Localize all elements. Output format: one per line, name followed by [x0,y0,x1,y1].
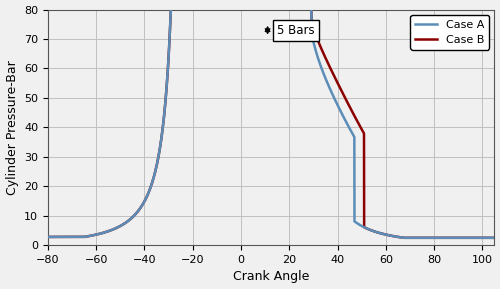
Case B [483,236,489,240]
Text: 5 Bars: 5 Bars [277,24,315,37]
Case A [492,236,498,240]
Case A [122,221,128,225]
Case B [45,235,51,239]
Line: Case A: Case A [48,0,494,238]
Case A [434,236,440,240]
Y-axis label: Cylinder Pressure-Bar: Cylinder Pressure-Bar [6,60,18,195]
Case A [483,236,489,240]
Line: Case B: Case B [48,0,494,238]
Case A [96,232,102,236]
Legend: Case A, Case B: Case A, Case B [410,15,489,49]
Case B [434,236,440,240]
Case B [96,232,102,236]
Case B [492,236,498,240]
Case B [122,221,128,225]
X-axis label: Crank Angle: Crank Angle [233,271,310,284]
Case A [45,235,51,239]
